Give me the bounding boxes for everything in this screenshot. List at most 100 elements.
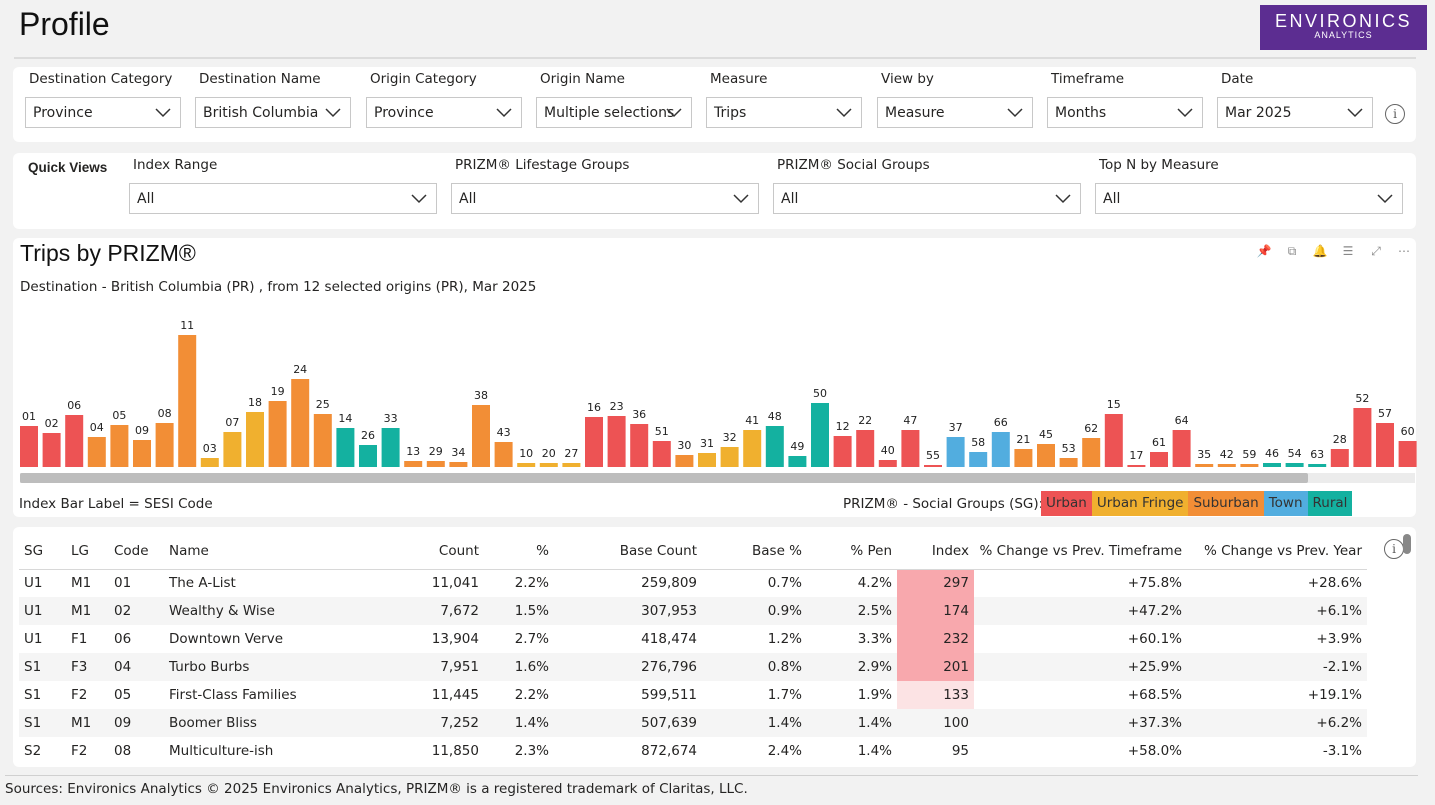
bar-42[interactable]: [1217, 464, 1236, 467]
bar-17[interactable]: [1127, 465, 1146, 467]
table-row[interactable]: U1 M1 01 The A-List 11,041 2.2% 259,809 0.7% 4.2…: [19, 569, 1367, 597]
bar-59[interactable]: [1240, 464, 1259, 467]
bar-20[interactable]: [539, 463, 558, 467]
focus-mode-icon[interactable]: ⤢: [1371, 244, 1381, 258]
column-header[interactable]: % Change vs Prev. Timeframe: [974, 533, 1187, 570]
bar-01[interactable]: [20, 426, 38, 467]
bar-61[interactable]: [1150, 452, 1168, 467]
column-header[interactable]: Base Count: [554, 533, 702, 570]
bar-05[interactable]: [110, 425, 129, 467]
bar-66[interactable]: [991, 432, 1010, 467]
bar-55[interactable]: [924, 465, 942, 467]
bar-58[interactable]: [969, 452, 988, 467]
column-header[interactable]: %: [484, 533, 554, 570]
column-header[interactable]: Base %: [702, 533, 807, 570]
bar-23[interactable]: [607, 416, 626, 467]
bar-34[interactable]: [449, 462, 468, 467]
bar-36[interactable]: [630, 424, 649, 467]
column-header[interactable]: Name: [164, 533, 324, 570]
bar-37[interactable]: [946, 437, 965, 467]
bar-18[interactable]: [246, 412, 264, 467]
quick-view-dropdown[interactable]: All: [451, 183, 759, 214]
column-header[interactable]: % Change vs Prev. Year: [1187, 533, 1367, 570]
column-header[interactable]: % Pen: [807, 533, 897, 570]
info-icon[interactable]: i: [1385, 104, 1405, 124]
bar-64[interactable]: [1172, 430, 1191, 467]
filter-dropdown[interactable]: Mar 2025: [1217, 97, 1373, 128]
bar-46[interactable]: [1263, 463, 1281, 467]
quick-view-dropdown[interactable]: All: [1095, 183, 1403, 214]
chart-scrollbar[interactable]: [20, 473, 1415, 483]
bar-53[interactable]: [1059, 458, 1078, 467]
table-row[interactable]: S2 F2 08 Multiculture-ish 11,850 2.3% 872,674 2…: [19, 737, 1367, 765]
bar-03[interactable]: [200, 458, 219, 467]
bar-15[interactable]: [1104, 414, 1123, 467]
table-row[interactable]: U1 F1 06 Downtown Verve 13,904 2.7% 418,474 1.2…: [19, 625, 1367, 653]
more-options-icon[interactable]: ⋯: [1398, 244, 1410, 258]
bar-25[interactable]: [313, 414, 332, 467]
bar-11[interactable]: [178, 335, 197, 467]
bar-22[interactable]: [856, 430, 875, 467]
bar-31[interactable]: [698, 453, 716, 467]
column-header[interactable]: SG: [19, 533, 66, 570]
filter-dropdown[interactable]: British Columbia: [195, 97, 351, 128]
bar-19[interactable]: [268, 401, 287, 467]
column-header[interactable]: Code: [109, 533, 164, 570]
bar-49[interactable]: [788, 456, 807, 467]
bar-16[interactable]: [585, 417, 603, 467]
bar-43[interactable]: [494, 442, 513, 467]
bar-09[interactable]: [133, 440, 151, 467]
table-info-icon[interactable]: i: [1384, 539, 1404, 559]
filter-dropdown[interactable]: Multiple selections: [536, 97, 692, 128]
bar-29[interactable]: [426, 461, 445, 467]
bar-08[interactable]: [155, 423, 174, 467]
filter-dropdown[interactable]: Province: [25, 97, 181, 128]
bar-57[interactable]: [1376, 423, 1394, 467]
bar-12[interactable]: [833, 436, 852, 467]
table-row[interactable]: S1 M1 09 Boomer Bliss 7,252 1.4% 507,639 1.4% 1.…: [19, 709, 1367, 737]
bar-32[interactable]: [720, 447, 739, 467]
bar-47[interactable]: [901, 430, 920, 467]
filter-icon[interactable]: ☰: [1342, 244, 1354, 258]
bar-45[interactable]: [1037, 444, 1055, 467]
bar-35[interactable]: [1195, 464, 1214, 467]
bar-41[interactable]: [743, 430, 762, 467]
filter-dropdown[interactable]: Trips: [706, 97, 862, 128]
bar-54[interactable]: [1285, 463, 1304, 467]
bar-13[interactable]: [404, 461, 423, 467]
column-header[interactable]: LG: [66, 533, 109, 570]
alert-bell-icon[interactable]: 🔔: [1312, 244, 1328, 258]
bar-50[interactable]: [811, 403, 829, 467]
table-row[interactable]: S1 F3 04 Turbo Burbs 7,951 1.6% 276,796 0.8% 2.9…: [19, 653, 1367, 681]
table-scrollbar-thumb[interactable]: [1403, 534, 1411, 554]
filter-dropdown[interactable]: Months: [1047, 97, 1203, 128]
bar-14[interactable]: [336, 428, 355, 467]
bar-06[interactable]: [65, 415, 84, 467]
bar-21[interactable]: [1014, 449, 1033, 467]
bar-62[interactable]: [1082, 438, 1101, 467]
bar-33[interactable]: [381, 428, 400, 467]
bar-02[interactable]: [42, 433, 61, 467]
bar-63[interactable]: [1308, 464, 1327, 467]
quick-view-dropdown[interactable]: All: [129, 183, 437, 214]
bar-27[interactable]: [562, 463, 581, 467]
bar-60[interactable]: [1398, 441, 1417, 467]
filter-dropdown[interactable]: Measure: [877, 97, 1033, 128]
bar-48[interactable]: [765, 426, 784, 467]
bar-07[interactable]: [223, 432, 242, 467]
bar-26[interactable]: [359, 445, 377, 467]
bar-10[interactable]: [517, 463, 536, 467]
bar-38[interactable]: [472, 405, 490, 467]
table-row[interactable]: S1 F2 05 First-Class Families 11,445 2.2% 599,…: [19, 681, 1367, 709]
quick-view-dropdown[interactable]: All: [773, 183, 1081, 214]
table-row[interactable]: U1 M1 02 Wealthy & Wise 7,672 1.5% 307,953 0.9%…: [19, 597, 1367, 625]
bar-30[interactable]: [675, 455, 694, 467]
column-header[interactable]: Count: [324, 533, 484, 570]
bar-28[interactable]: [1330, 449, 1349, 467]
column-header[interactable]: Index: [897, 533, 974, 570]
bar-04[interactable]: [87, 437, 106, 467]
copy-icon[interactable]: ⧉: [1287, 244, 1297, 258]
bar-40[interactable]: [878, 460, 897, 467]
bar-52[interactable]: [1353, 408, 1372, 467]
filter-dropdown[interactable]: Province: [366, 97, 522, 128]
